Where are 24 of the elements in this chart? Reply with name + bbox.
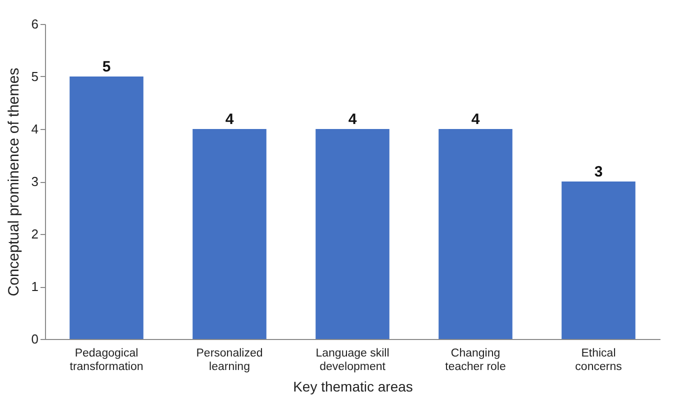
bar [192,129,266,339]
data-label: 3 [594,164,603,180]
y-axis-title: Conceptual prominence of themes [5,68,22,296]
y-tick-label: 6 [31,16,38,32]
bar [70,76,144,339]
x-tick-label: Language skill development [316,348,390,373]
x-tick-label: Personalized learning [196,348,263,373]
y-tick-label: 2 [31,226,38,242]
y-tick-label: 0 [31,332,38,346]
x-axis-title: Key thematic areas [293,378,413,394]
data-label: 5 [102,58,111,76]
bar [316,129,390,339]
y-tick-label: 1 [31,279,38,294]
data-label: 4 [471,111,480,128]
y-tick-label: 3 [31,174,38,189]
data-label: 4 [225,111,234,128]
data-label: 4 [348,111,358,128]
x-tick-label: Ethical concerns [575,348,622,373]
bar [438,129,512,339]
bar [562,182,636,339]
y-tick-label: 5 [31,69,38,84]
x-tick-label: Pedagogical transformation [70,348,144,373]
y-tick-label: 4 [31,122,38,136]
x-tick-label: Changing teacher role [445,348,506,373]
